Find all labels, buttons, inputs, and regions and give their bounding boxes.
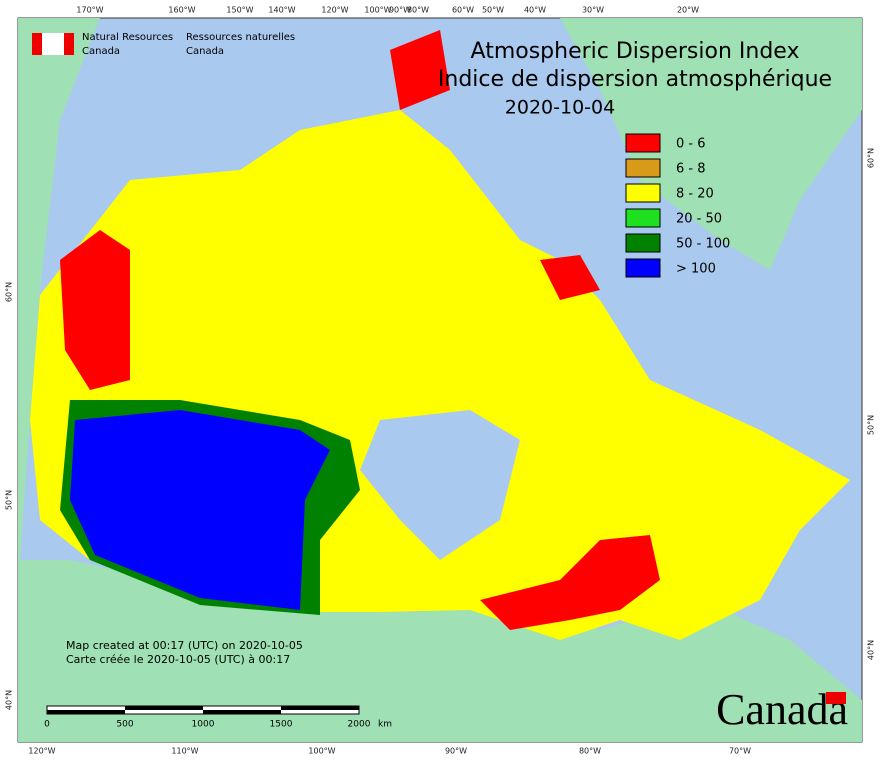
title-date: 2020-10-04 <box>505 97 615 119</box>
graticule-top: 160°W <box>168 6 195 15</box>
graticule-top: 80°W <box>407 6 429 15</box>
graticule-top: 100°W <box>364 6 391 15</box>
zone-red-baffin <box>540 255 600 300</box>
credit-fr: Carte créée le 2020-10-05 (UTC) à 00:17 <box>66 653 290 666</box>
zone-red-ontario <box>480 535 660 630</box>
scale-unit: km <box>378 720 392 730</box>
graticule-top: 60°W <box>452 6 474 15</box>
graticule-bottom: 80°W <box>579 747 601 756</box>
graticule-left: 50°N <box>5 490 14 510</box>
scale-label: 1000 <box>192 720 215 730</box>
scale-label: 2000 <box>348 720 371 730</box>
graticule-left: 40°N <box>5 690 14 710</box>
legend-label: 0 - 6 <box>676 137 706 152</box>
graticule-bottom: 90°W <box>445 747 467 756</box>
zone-red-arctic <box>390 30 450 110</box>
graticule-top: 150°W <box>226 6 253 15</box>
agency-fr: Ressources naturelles <box>186 32 295 43</box>
graticule-top: 20°W <box>677 6 699 15</box>
credit-en: Map created at 00:17 (UTC) on 2020-10-05 <box>66 639 303 652</box>
legend-swatch <box>625 258 661 278</box>
greenland <box>560 18 862 270</box>
scale-label: 1500 <box>270 720 293 730</box>
title-en: Atmospheric Dispersion Index <box>471 39 800 64</box>
graticule-top: 90°W <box>389 6 411 15</box>
legend-label: 20 - 50 <box>676 212 722 227</box>
legend-label: > 100 <box>676 262 716 277</box>
graticule-top: 120°W <box>321 6 348 15</box>
legend-swatch <box>625 158 661 178</box>
legend-label: 6 - 8 <box>676 162 706 177</box>
legend-swatch <box>625 133 661 153</box>
scale-label: 0 <box>44 720 50 730</box>
legend-swatch <box>625 208 661 228</box>
graticule-left: 60°N <box>5 282 14 302</box>
title-fr: Indice de dispersion atmosphérique <box>438 67 832 92</box>
agency-fr-2: Canada <box>186 46 224 57</box>
hudson-bay <box>360 410 520 560</box>
scale-label: 500 <box>116 720 133 730</box>
graticule-bottom: 70°W <box>729 747 751 756</box>
graticule-top: 170°W <box>76 6 103 15</box>
legend-swatch <box>625 183 661 203</box>
graticule-top: 40°W <box>524 6 546 15</box>
legend-swatch <box>625 233 661 253</box>
graticule-right: 50°N <box>867 415 876 435</box>
graticule-top: 30°W <box>582 6 604 15</box>
wordmark-flag <box>826 692 846 704</box>
graticule-top: 50°W <box>482 6 504 15</box>
graticule-bottom: 110°W <box>171 747 198 756</box>
legend-label: 50 - 100 <box>676 237 730 252</box>
graticule-bottom: 100°W <box>308 747 335 756</box>
legend-label: 8 - 20 <box>676 187 714 202</box>
agency-en: Natural Resources <box>82 32 173 43</box>
graticule-right: 40°N <box>867 640 876 660</box>
zone-red-yukon <box>60 230 130 390</box>
graticule-bottom: 120°W <box>28 747 55 756</box>
graticule-top: 140°W <box>268 6 295 15</box>
agency-en-2: Canada <box>82 46 120 57</box>
zone-blue <box>70 410 330 610</box>
flag-center <box>42 33 64 55</box>
graticule-right: 60°N <box>867 148 876 168</box>
alaska-land <box>18 18 100 742</box>
scale-bar <box>46 705 360 715</box>
